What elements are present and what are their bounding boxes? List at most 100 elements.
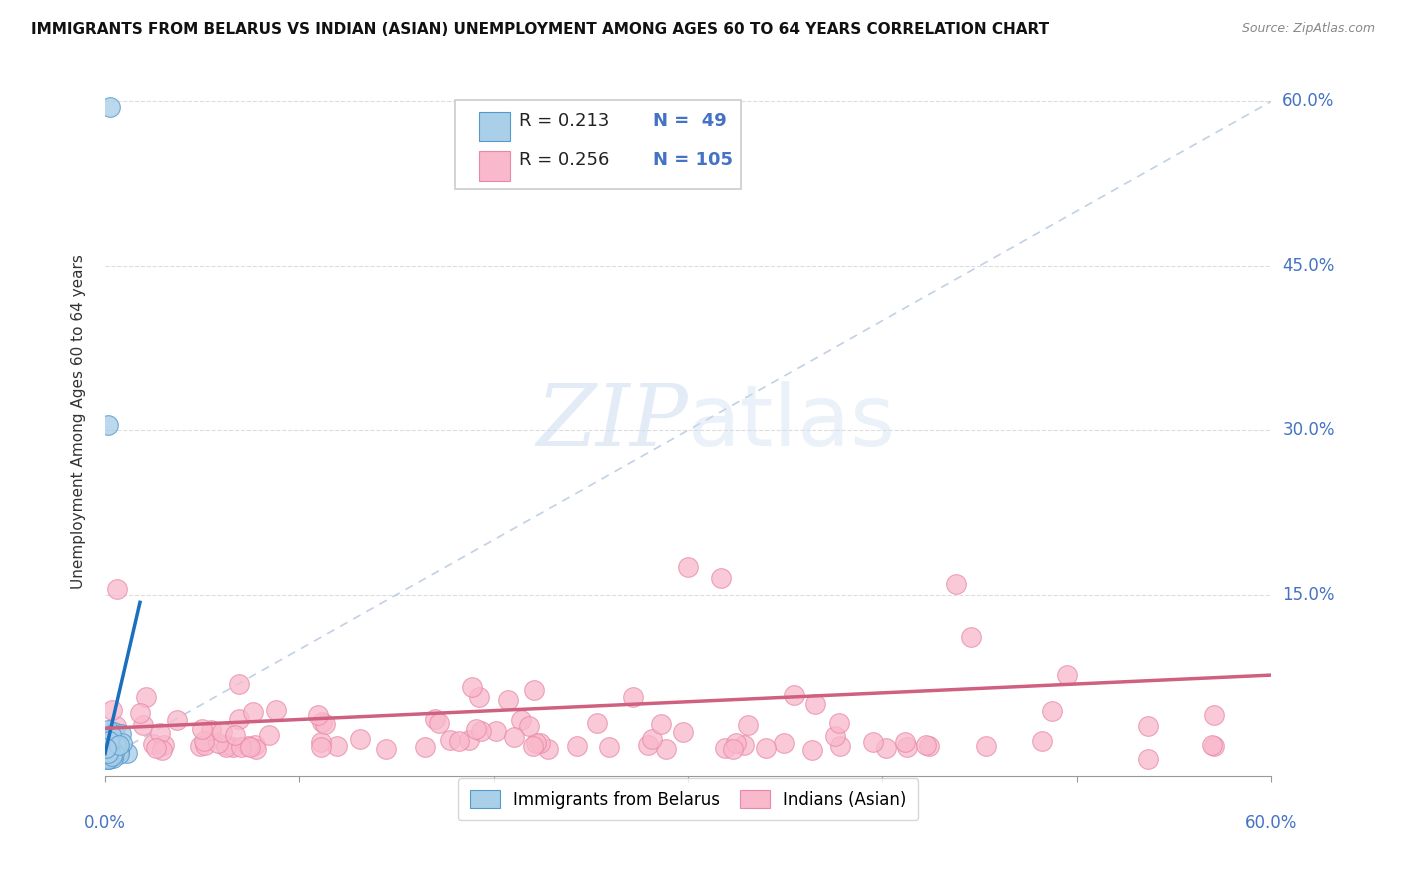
Point bbox=[96, 748, 118, 763]
FancyBboxPatch shape bbox=[454, 100, 741, 189]
Point bbox=[97, 750, 120, 764]
Point bbox=[97, 747, 120, 761]
Point bbox=[215, 738, 238, 752]
Point bbox=[194, 738, 217, 752]
Point bbox=[97, 747, 120, 762]
Point bbox=[529, 736, 551, 750]
Text: Source: ZipAtlas.com: Source: ZipAtlas.com bbox=[1241, 22, 1375, 36]
Text: ZIP: ZIP bbox=[536, 381, 688, 463]
Point bbox=[97, 742, 120, 756]
Point bbox=[733, 739, 755, 753]
Point bbox=[974, 739, 997, 754]
Point bbox=[427, 715, 450, 730]
Point bbox=[103, 724, 125, 739]
Point bbox=[96, 749, 118, 764]
Point bbox=[97, 739, 120, 753]
Point bbox=[96, 751, 118, 765]
Point bbox=[108, 744, 131, 758]
Point bbox=[94, 741, 117, 756]
Point bbox=[1031, 733, 1053, 747]
Point bbox=[142, 737, 165, 751]
Point bbox=[98, 746, 121, 760]
Point bbox=[309, 735, 332, 749]
Point bbox=[523, 683, 546, 698]
Point bbox=[96, 733, 118, 747]
Point bbox=[97, 752, 120, 766]
Point bbox=[264, 702, 287, 716]
Point bbox=[215, 740, 238, 755]
Point bbox=[485, 724, 508, 739]
Point bbox=[97, 733, 120, 747]
Point bbox=[97, 723, 120, 737]
Point bbox=[211, 725, 233, 739]
Point bbox=[503, 730, 526, 744]
Point bbox=[510, 713, 533, 727]
Point bbox=[467, 690, 489, 705]
Point bbox=[1136, 752, 1159, 766]
Point bbox=[737, 718, 759, 732]
Point bbox=[918, 739, 941, 753]
Point bbox=[98, 752, 121, 766]
Point bbox=[655, 741, 678, 756]
Point bbox=[129, 706, 152, 720]
Point bbox=[714, 740, 737, 755]
Point bbox=[314, 717, 336, 731]
Point bbox=[804, 697, 827, 711]
Point bbox=[190, 739, 212, 753]
Point bbox=[311, 740, 333, 755]
Point bbox=[496, 692, 519, 706]
Point bbox=[97, 742, 120, 756]
Text: R = 0.213: R = 0.213 bbox=[519, 112, 609, 130]
FancyBboxPatch shape bbox=[479, 151, 509, 180]
Point bbox=[725, 736, 748, 750]
Text: 15.0%: 15.0% bbox=[1282, 586, 1334, 604]
Point bbox=[425, 712, 447, 726]
Point bbox=[98, 100, 121, 114]
Point bbox=[100, 727, 122, 741]
Point bbox=[149, 726, 172, 740]
Point bbox=[326, 739, 349, 754]
Point bbox=[307, 707, 329, 722]
Point bbox=[98, 746, 121, 760]
Point bbox=[828, 739, 851, 754]
Point bbox=[1137, 719, 1160, 733]
Point bbox=[222, 739, 245, 754]
Point bbox=[101, 751, 124, 765]
Point bbox=[1040, 704, 1063, 718]
Point bbox=[145, 741, 167, 756]
Point bbox=[375, 742, 398, 756]
Point bbox=[98, 747, 121, 761]
Point bbox=[465, 723, 488, 737]
Point bbox=[98, 748, 121, 763]
Text: IMMIGRANTS FROM BELARUS VS INDIAN (ASIAN) UNEMPLOYMENT AMONG AGES 60 TO 64 YEARS: IMMIGRANTS FROM BELARUS VS INDIAN (ASIAN… bbox=[31, 22, 1049, 37]
Point bbox=[311, 715, 333, 730]
Point bbox=[105, 582, 128, 597]
Point bbox=[100, 741, 122, 756]
Point bbox=[97, 733, 120, 747]
Point bbox=[1201, 738, 1223, 752]
Point bbox=[94, 751, 117, 765]
Point bbox=[101, 749, 124, 764]
Point bbox=[524, 736, 547, 750]
Point bbox=[104, 738, 127, 752]
Text: N = 105: N = 105 bbox=[652, 151, 733, 169]
Point bbox=[96, 741, 118, 756]
Point bbox=[945, 576, 967, 591]
Point bbox=[207, 736, 229, 750]
Point bbox=[153, 738, 176, 752]
Point bbox=[598, 739, 620, 754]
Point bbox=[101, 703, 124, 717]
Point bbox=[915, 739, 938, 753]
Point bbox=[800, 743, 823, 757]
Point bbox=[1202, 739, 1225, 754]
Point bbox=[586, 716, 609, 731]
Point bbox=[894, 735, 917, 749]
Point bbox=[101, 742, 124, 756]
Point bbox=[132, 717, 155, 731]
Point bbox=[959, 630, 981, 644]
Text: N =  49: N = 49 bbox=[652, 112, 727, 130]
Point bbox=[166, 713, 188, 727]
Point bbox=[228, 712, 250, 726]
Point bbox=[236, 739, 259, 754]
Point bbox=[413, 740, 436, 755]
